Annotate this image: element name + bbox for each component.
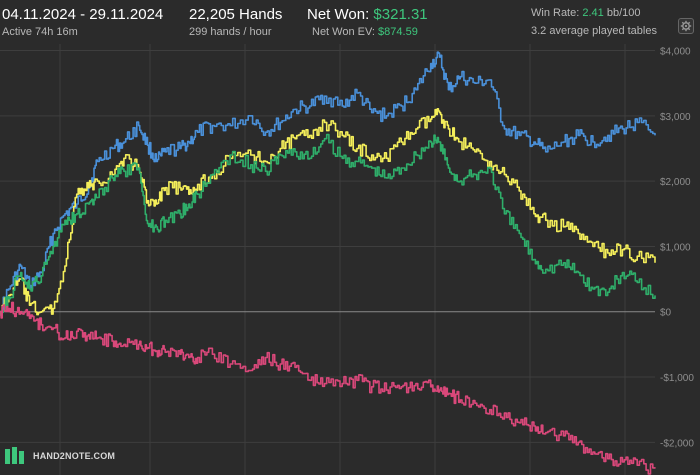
series-line-3	[0, 301, 656, 475]
win-rate: Win Rate: 2.41 bb/100	[531, 7, 641, 19]
y-tick-label-2: $2,000	[660, 177, 691, 188]
net-won-value: $321.31	[373, 6, 428, 23]
win-rate-unit: bb/100	[606, 7, 641, 19]
series-line-0	[0, 51, 656, 316]
win-rate-label: Win Rate:	[531, 7, 580, 19]
series-line-2	[0, 133, 656, 318]
y-tick-label-4: $0	[660, 308, 672, 319]
chart-series	[0, 51, 656, 475]
net-won: Net Won: $321.31	[307, 6, 428, 23]
hand2note-logo: HAND2NOTE.COM	[4, 446, 115, 466]
settings-button[interactable]	[678, 18, 694, 34]
net-won-ev-label: Net Won EV:	[312, 26, 375, 38]
hand2note-logo-icon	[5, 447, 24, 464]
logo-text: HAND2NOTE.COM	[33, 451, 116, 461]
win-rate-value: 2.41	[582, 7, 604, 19]
active-time: Active 74h 16m	[2, 26, 78, 38]
net-won-ev: Net Won EV: $874.59	[312, 26, 418, 38]
gear-icon	[680, 20, 692, 32]
stats-header: 04.11.2024 - 29.11.2024 Active 74h 16m 2…	[0, 0, 700, 44]
net-won-ev-value: $874.59	[378, 26, 418, 38]
y-tick-label-3: $1,000	[660, 242, 691, 253]
avg-tables: 3.2 average played tables	[531, 25, 657, 37]
hands-per-hour: 299 hands / hour	[189, 26, 272, 38]
y-tick-label-6: -$2,000	[660, 438, 694, 449]
chart-grid	[0, 44, 655, 475]
y-axis-ticks: $4,000 $3,000 $2,000 $1,000 $0 -$1,000 -$2,000	[660, 47, 694, 450]
y-tick-label-5: -$1,000	[660, 373, 694, 384]
y-tick-label-0: $4,000	[660, 47, 691, 58]
y-tick-label-1: $3,000	[660, 112, 691, 123]
net-won-label: Net Won:	[307, 6, 370, 23]
hands-count: 22,205 Hands	[189, 6, 283, 23]
date-range: 04.11.2024 - 29.11.2024	[2, 6, 164, 23]
series-line-1	[0, 108, 656, 317]
